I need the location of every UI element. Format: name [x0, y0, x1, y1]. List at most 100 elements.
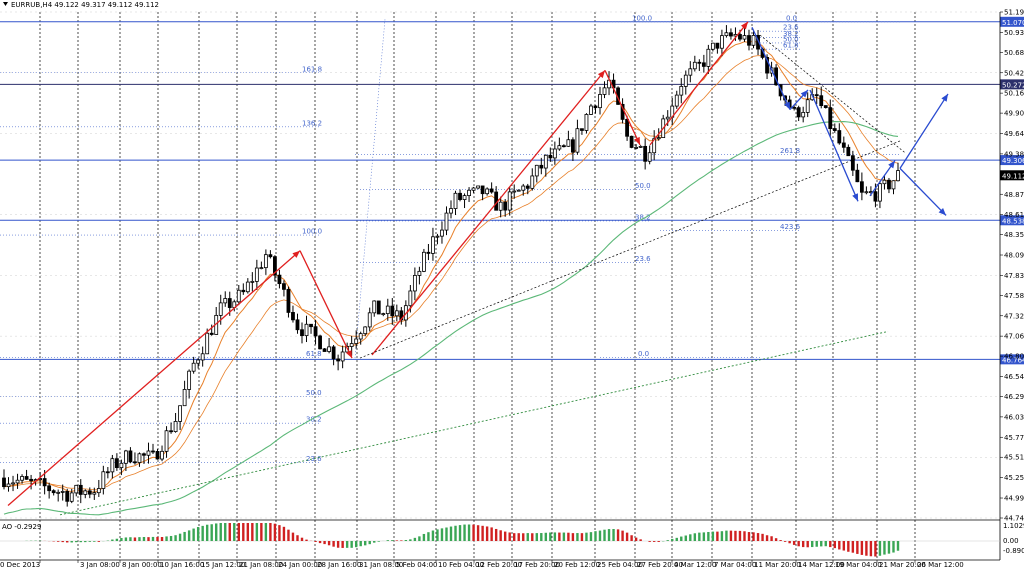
candle-body [747, 35, 751, 46]
time-tick-label: 10 Feb 04:00 [438, 561, 484, 569]
candle-body [24, 476, 29, 480]
candle-body [710, 42, 715, 50]
candle-body [313, 326, 318, 337]
candle-body [83, 490, 88, 495]
candle-body [291, 312, 295, 321]
price-level-label: 48.538 [1002, 217, 1024, 225]
candle-body [503, 201, 508, 211]
price-tick-label: 44.740 [1004, 515, 1024, 523]
price-tick-label: 50.420 [1004, 69, 1024, 77]
time-tick-label: 7 Mar 04:00 [714, 561, 756, 569]
candle-body [602, 87, 607, 95]
chart-menu-icon[interactable] [3, 2, 8, 6]
candle-body [336, 358, 341, 362]
candle-body [20, 476, 24, 481]
ao-scale-top: 1.1029 [1003, 522, 1024, 530]
candle-body [327, 346, 331, 352]
candle-body [65, 491, 70, 502]
candle-body [236, 289, 241, 303]
candle-body [300, 329, 304, 337]
arrow-down-correction-head [634, 136, 640, 145]
time-tick-label: 25 Feb 04:00 [597, 561, 643, 569]
candle-body [841, 142, 846, 148]
candle-body [805, 99, 810, 113]
candle-body [182, 389, 187, 407]
price-tick-label: 50.680 [1004, 49, 1024, 57]
time-tick-label: 14 Mar 12:00 [798, 561, 845, 569]
candle-body [142, 453, 146, 456]
time-tick-label: 17 Feb 20:00 [514, 561, 560, 569]
price-tick-label: 48.610 [1004, 211, 1024, 219]
candle-body [584, 114, 589, 131]
price-tick-label: 45.515 [1004, 454, 1024, 462]
price-tick-label: 46.545 [1004, 373, 1024, 381]
candle-body [440, 229, 444, 237]
fibo-level-label: 61.8 [783, 42, 799, 50]
price-tick-label: 47.320 [1004, 312, 1024, 320]
price-level-marker [1000, 354, 1024, 365]
candle-body [449, 208, 453, 214]
price-tick-label: 47.580 [1004, 292, 1024, 300]
candle-body [561, 145, 566, 148]
price-tick-label: 49.905 [1004, 110, 1024, 118]
candle-body [60, 491, 65, 493]
candle-body [349, 343, 354, 347]
fibo-level-label: 423.6 [780, 223, 801, 231]
fibo-level-label: 38.2 [635, 213, 651, 221]
candle-body [178, 405, 182, 422]
candle-body [571, 139, 575, 153]
candle-body [507, 191, 512, 211]
candle-body [819, 95, 824, 107]
candle-body [629, 135, 634, 148]
candle-body [227, 298, 232, 308]
candle-body [273, 256, 277, 276]
candle-body [706, 48, 711, 67]
candle-body [701, 62, 706, 67]
candle-body [846, 146, 851, 157]
arrow-up-small-head [800, 89, 808, 98]
price-level-label: 51.070 [1002, 19, 1024, 27]
candle-body [87, 490, 92, 495]
candle-body [521, 185, 526, 191]
candle-body [887, 179, 891, 190]
trend-arrows [7, 21, 949, 506]
candle-body [282, 283, 286, 290]
candle-body [385, 305, 390, 314]
candle-body [51, 490, 56, 494]
fibo-level-label: 61.8 [306, 350, 322, 358]
candle-body [277, 274, 282, 285]
candle-body [864, 191, 869, 194]
candle-body [720, 35, 724, 49]
candle-body [47, 485, 52, 492]
candle-body [11, 482, 15, 485]
candle-body [878, 183, 882, 202]
time-tick-label: 4 Mar 12:00 [674, 561, 716, 569]
candle-body [683, 74, 688, 87]
fibo-level-label: 261.8 [780, 147, 800, 155]
candle-body [74, 484, 79, 494]
candle-body [525, 185, 530, 189]
candle-body [254, 267, 259, 282]
candle-body [543, 154, 548, 169]
candle-body [634, 146, 639, 149]
candle-body [422, 251, 426, 272]
candle-body [376, 300, 381, 315]
time-tick-label: 15 Jan 12:00 [201, 561, 245, 569]
candle-body [557, 145, 562, 150]
price-tick-label: 45.255 [1004, 474, 1024, 482]
candle-body [738, 34, 742, 40]
candle-body [309, 323, 313, 328]
time-tick-label: 24 Jan 00:00 [278, 561, 322, 569]
time-tick-label: 31 Jan 08:00 [359, 561, 403, 569]
ao-label: AO -0.2929 [2, 523, 41, 531]
time-tick-label: 0 Dec 2013 [0, 561, 40, 569]
fibo-level-label: 161.8 [302, 65, 322, 73]
symbol-header: EURRUB,H4 49.122 49.317 49.112 49.112 [11, 1, 159, 9]
candle-body [295, 319, 300, 331]
candle-body [394, 310, 399, 317]
fibo-level-label: 136.2 [302, 119, 322, 127]
fibo-level-label: 0.0 [638, 350, 649, 358]
candle-body [647, 152, 652, 162]
candle-body [200, 353, 205, 361]
candle-body [801, 112, 806, 118]
